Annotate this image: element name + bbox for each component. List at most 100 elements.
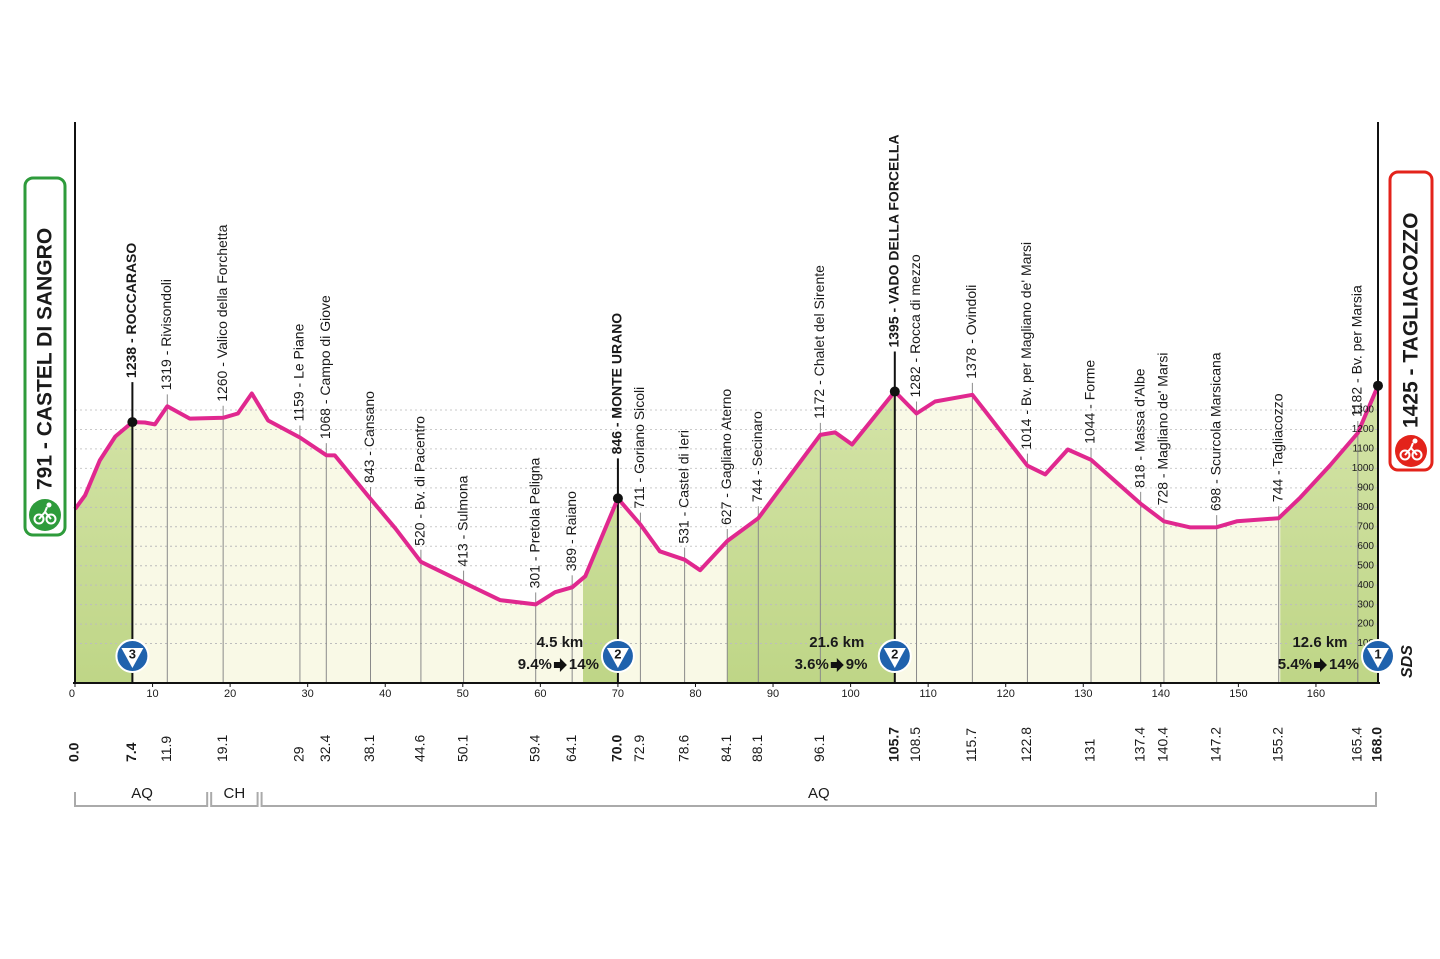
start-icon bbox=[29, 499, 61, 531]
km-label: 84.1 bbox=[718, 735, 734, 762]
province-label: AQ bbox=[131, 785, 153, 802]
x-tick-label: 0 bbox=[69, 688, 75, 700]
arrow-icon bbox=[1314, 658, 1327, 672]
waypoint-label: 744 - Tagliacozzo bbox=[1269, 393, 1285, 502]
bike-rider bbox=[1404, 442, 1418, 456]
km-label: 147.2 bbox=[1207, 727, 1223, 762]
waypoint-label: 846 - MONTE URANO bbox=[609, 313, 625, 455]
y-tick-label: 1100 bbox=[1352, 444, 1374, 455]
km-label: 7.4 bbox=[123, 742, 139, 762]
km-label: 88.1 bbox=[749, 735, 765, 762]
province-label: CH bbox=[224, 785, 246, 802]
climb-category: 1 bbox=[1374, 646, 1381, 661]
climb-icon-inner bbox=[1367, 648, 1389, 668]
km-label: 32.4 bbox=[317, 735, 333, 762]
km-label: 122.8 bbox=[1018, 727, 1034, 762]
y-tick-label: 700 bbox=[1357, 521, 1374, 532]
x-tick-label: 110 bbox=[919, 688, 937, 700]
climb-max: 14% bbox=[569, 656, 599, 673]
arrow-icon bbox=[830, 658, 844, 672]
waypoint-label: 1172 - Chalet del Sirente bbox=[811, 265, 827, 419]
climb-category: 2 bbox=[614, 646, 621, 661]
km-label: 70.0 bbox=[609, 735, 625, 762]
km-label: 29 bbox=[291, 746, 307, 762]
province-bracket bbox=[260, 792, 1377, 807]
km-label: 38.1 bbox=[361, 735, 377, 762]
waypoint-label: 520 - Bv. di Pacentro bbox=[412, 416, 428, 546]
climb-max: 14% bbox=[1329, 656, 1359, 673]
waypoint-label: 843 - Cansano bbox=[361, 391, 377, 483]
waypoint-label: 744 - Secinaro bbox=[749, 411, 765, 502]
x-tick-label: 100 bbox=[841, 688, 859, 700]
waypoint-label: 711 - Goriano Sicoli bbox=[631, 387, 647, 509]
profile-fill bbox=[75, 385, 1378, 683]
waypoint-label: 389 - Raiano bbox=[563, 491, 579, 571]
waypoint-label: 1068 - Campo di Giove bbox=[317, 295, 333, 439]
waypoint-label: 301 - Pretola Peligna bbox=[526, 457, 542, 588]
waypoint-label: 1378 - Ovindoli bbox=[963, 285, 979, 379]
profile-line bbox=[73, 384, 1380, 607]
y-tick-label: 900 bbox=[1357, 482, 1374, 493]
bike-head bbox=[46, 502, 52, 508]
waypoint-label: 728 - Magliano de' Marsi bbox=[1155, 352, 1171, 505]
summit-dot bbox=[1373, 380, 1383, 391]
waypoint-label: 698 - Scurcola Marsicana bbox=[1207, 352, 1223, 511]
bike-wheel bbox=[1399, 449, 1411, 461]
arrow-icon bbox=[553, 658, 567, 672]
y-tick-label: 800 bbox=[1357, 502, 1374, 513]
x-tick-label: 60 bbox=[534, 688, 546, 700]
climb-shade bbox=[75, 385, 133, 683]
y-tick-label: 500 bbox=[1357, 560, 1374, 571]
bike-head bbox=[1412, 438, 1418, 444]
province-bracket bbox=[74, 792, 209, 807]
km-label: 165.4 bbox=[1349, 727, 1365, 762]
climb-length: 12.6 km bbox=[1292, 634, 1347, 651]
climb-icon-inner bbox=[606, 648, 629, 668]
province-label: AQ bbox=[808, 785, 830, 802]
waypoint-label: 627 - Gagliano Aterno bbox=[718, 389, 734, 525]
y-tick-label: 600 bbox=[1357, 541, 1374, 552]
climb-gradient: 3.6% bbox=[795, 656, 829, 673]
province-bracket bbox=[210, 792, 259, 807]
x-tick-label: 140 bbox=[1152, 688, 1170, 700]
km-label: 64.1 bbox=[563, 735, 579, 762]
km-label: 137.4 bbox=[1131, 727, 1147, 762]
climb-icon-inner bbox=[121, 648, 144, 668]
km-label: 155.2 bbox=[1269, 727, 1285, 762]
finish-name: 1425 - TAGLIACOZZO bbox=[1400, 213, 1423, 428]
km-label: 59.4 bbox=[526, 735, 542, 762]
y-tick-label: 300 bbox=[1357, 599, 1374, 610]
waypoint-label: 1238 - ROCCARASO bbox=[123, 243, 139, 378]
km-label: 140.4 bbox=[1155, 727, 1171, 762]
waypoint-label: 1260 - Valico della Forchetta bbox=[214, 224, 230, 401]
climb-max: 9% bbox=[846, 656, 868, 673]
summit-dot bbox=[612, 493, 623, 504]
climb-gradient: 5.4% bbox=[1278, 656, 1312, 673]
brand-logo: SDS bbox=[1399, 645, 1416, 678]
km-label: 50.1 bbox=[454, 735, 470, 762]
waypoint-label: 1182 - Bv. per Marsia bbox=[1349, 285, 1365, 417]
waypoint-label: 1159 - Le Piane bbox=[291, 323, 307, 421]
waypoint-label: 1319 - Rivisondoli bbox=[158, 279, 174, 390]
km-label: 19.1 bbox=[214, 735, 230, 762]
km-label: 96.1 bbox=[811, 735, 827, 762]
y-tick-label: 400 bbox=[1357, 580, 1374, 591]
waypoint-label: 1044 - Forme bbox=[1082, 360, 1098, 444]
waypoint-label: 1014 - Bv. per Magliano de' Marsi bbox=[1018, 242, 1034, 450]
finish-icon bbox=[1395, 435, 1427, 467]
summit-dot bbox=[889, 386, 900, 397]
x-tick-label: 120 bbox=[997, 688, 1015, 700]
y-tick-label: 1300 bbox=[1352, 405, 1375, 416]
x-tick-label: 10 bbox=[146, 688, 158, 700]
waypoint-label: 1282 - Rocca di mezzo bbox=[907, 254, 923, 397]
x-tick-label: 150 bbox=[1229, 688, 1247, 700]
bike-wheel bbox=[1411, 449, 1423, 461]
km-label: 168.0 bbox=[1369, 727, 1385, 762]
bike-wheel bbox=[45, 513, 57, 525]
waypoint-label: 818 - Massa d'Albe bbox=[1131, 368, 1147, 488]
climb-length: 4.5 km bbox=[537, 634, 584, 651]
km-label: 108.5 bbox=[907, 727, 923, 762]
x-tick-label: 130 bbox=[1074, 688, 1092, 700]
km-label: 11.9 bbox=[158, 736, 174, 762]
bike-rider bbox=[38, 506, 52, 520]
